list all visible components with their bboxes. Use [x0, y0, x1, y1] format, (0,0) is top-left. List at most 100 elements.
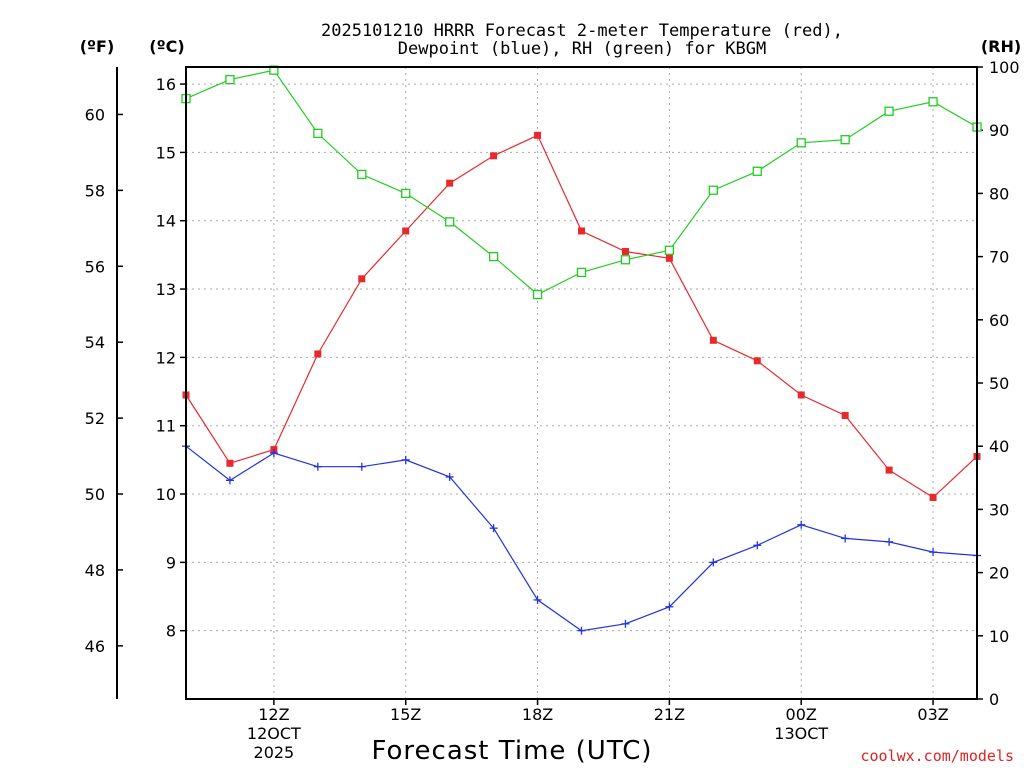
rh-tick-label: 70 — [989, 248, 1009, 267]
series-rh — [181, 65, 982, 300]
fahrenheit-tick-label: 48 — [85, 561, 105, 580]
rh-axis: 0 10 20 30 40 50 60 70 80 90 100 — [977, 58, 1020, 709]
temperature-point — [490, 152, 498, 160]
temperature-point — [797, 391, 805, 399]
dewpoint-point — [225, 476, 234, 485]
temperature-point — [314, 350, 322, 358]
x-tick-label: 03Z — [917, 705, 948, 724]
dewpoint-point — [401, 455, 410, 464]
rh-tick-label: 80 — [989, 184, 1009, 203]
rh-tick-label: 10 — [989, 627, 1009, 646]
dewpoint-point — [621, 619, 630, 628]
dewpoint-point — [929, 548, 938, 557]
temperature-point — [402, 227, 410, 235]
celsius-tick-label: 10 — [156, 485, 176, 504]
fahrenheit-tick-label: 50 — [85, 485, 105, 504]
dewpoint-point — [489, 524, 498, 533]
x-tick-label: 13OCT — [774, 724, 828, 743]
dewpoint-point — [841, 534, 850, 543]
rh-tick-label: 90 — [989, 121, 1009, 140]
x-tick-label: 21Z — [654, 705, 685, 724]
rh-tick-label: 20 — [989, 564, 1009, 583]
temperature-point — [621, 247, 629, 255]
celsius-tick-label: 16 — [156, 75, 176, 94]
temperature-point — [709, 336, 717, 344]
celsius-tick-label: 9 — [166, 553, 176, 572]
temperature-point — [665, 254, 673, 262]
dewpoint-point — [269, 449, 278, 458]
fahrenheit-tick-label: 54 — [85, 333, 105, 352]
x-tick-label: 2025 — [254, 743, 295, 762]
temperature-point — [226, 459, 234, 467]
series-dewpoint — [182, 442, 981, 635]
rh-unit-label: (RH) — [981, 37, 1021, 56]
fahrenheit-axis: 46 48 50 52 54 56 58 60 — [85, 105, 123, 656]
rh-point — [884, 106, 894, 116]
fahrenheit-tick-label: 52 — [85, 409, 105, 428]
celsius-tick-label: 8 — [166, 622, 176, 641]
rh-tick-label: 0 — [989, 690, 999, 709]
dewpoint-point — [753, 541, 762, 550]
temperature-point — [753, 357, 761, 365]
x-tick-label: 12Z — [258, 705, 289, 724]
x-tick-label: 12OCT — [247, 724, 301, 743]
celsius-tick-label: 12 — [156, 348, 176, 367]
temperature-point — [578, 227, 585, 235]
x-tick-label: 18Z — [522, 705, 553, 724]
series-layer — [181, 65, 982, 635]
rh-tick-label: 60 — [989, 311, 1009, 330]
rh-point — [357, 169, 367, 180]
temperature-point — [885, 466, 893, 474]
rh-point — [313, 128, 323, 139]
celsius-unit-label: (ºC) — [149, 37, 184, 56]
chart-title-line-2: Dewpoint (blue), RH (green) for KBGM — [398, 39, 766, 59]
fahrenheit-tick-label: 56 — [85, 257, 105, 276]
dewpoint-point — [885, 537, 894, 546]
x-tick-label: 15Z — [390, 705, 421, 724]
celsius-tick-label: 15 — [156, 143, 176, 162]
dewpoint-point — [665, 602, 674, 611]
chart-title-line-1: 2025101210 HRRR Forecast 2-meter Tempera… — [321, 21, 843, 41]
rh-point — [796, 138, 806, 148]
temperature-point — [534, 131, 542, 139]
temperature-point — [446, 179, 454, 187]
dewpoint-point — [445, 472, 454, 481]
dewpoint-point — [797, 520, 806, 529]
temperature-point — [358, 275, 366, 283]
rh-point — [576, 267, 587, 278]
rh-point — [840, 135, 850, 145]
rh-tick-label: 40 — [989, 437, 1009, 456]
dewpoint-point — [577, 626, 586, 635]
rh-point — [225, 74, 235, 85]
dewpoint-point — [709, 558, 718, 567]
rh-point — [664, 245, 675, 255]
fahrenheit-unit-label: (ºF) — [80, 37, 115, 56]
rh-point — [620, 255, 631, 265]
temperature-point — [929, 493, 937, 501]
dewpoint-point — [313, 462, 322, 471]
rh-point — [401, 188, 411, 199]
rh-point — [532, 289, 543, 300]
rh-tick-label: 30 — [989, 500, 1009, 519]
rh-point — [752, 166, 762, 176]
plot-frame — [185, 66, 978, 700]
rh-point — [928, 97, 938, 107]
rh-point — [488, 251, 499, 262]
dewpoint-point — [533, 595, 542, 604]
fahrenheit-tick-label: 46 — [85, 637, 105, 656]
x-tick-label: 00Z — [786, 705, 817, 724]
rh-tick-label: 50 — [989, 374, 1009, 393]
celsius-axis: 8 9 10 11 12 13 14 15 16 — [156, 75, 186, 641]
celsius-tick-label: 13 — [156, 280, 176, 299]
dewpoint-point — [357, 462, 366, 471]
celsius-tick-label: 11 — [156, 417, 176, 436]
temperature-point — [841, 411, 849, 419]
credit-text: coolwx.com/models — [860, 747, 1014, 765]
fahrenheit-tick-label: 60 — [85, 105, 105, 124]
rh-tick-label: 100 — [989, 58, 1020, 77]
fahrenheit-tick-label: 58 — [85, 181, 105, 200]
x-axis-title: Forecast Time (UTC) — [371, 736, 652, 766]
rh-point — [708, 185, 718, 195]
